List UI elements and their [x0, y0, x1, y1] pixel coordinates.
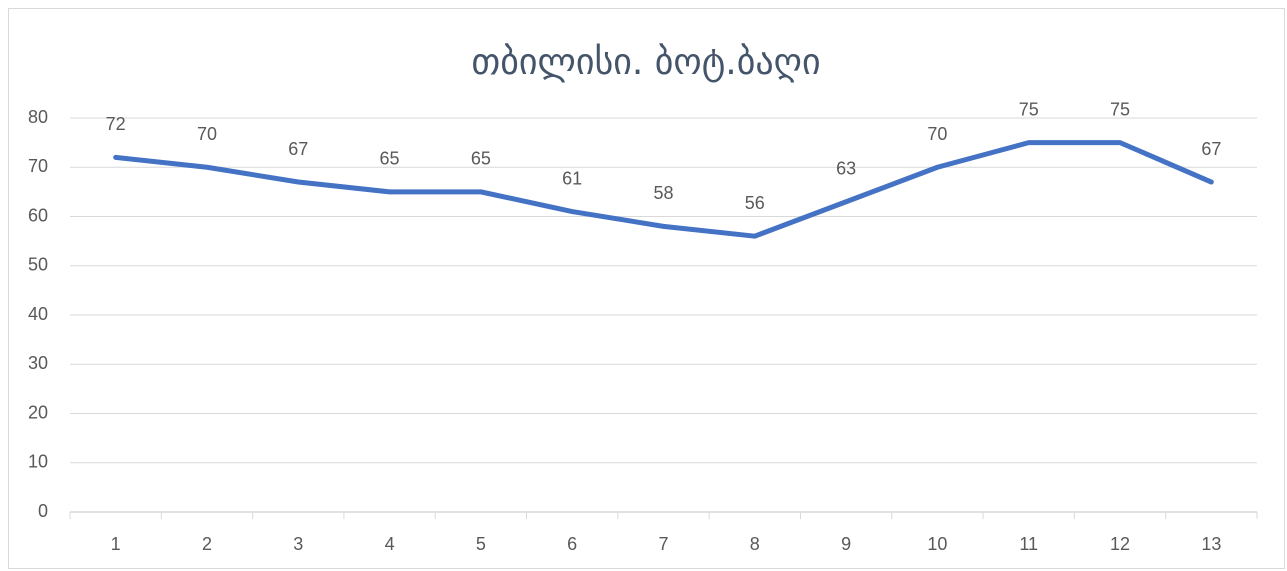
chart-title: თბილისი. ბოტ.ბაღი: [471, 42, 820, 83]
data-label: 75: [1110, 99, 1130, 119]
y-tick-label: 50: [28, 255, 48, 275]
data-label: 70: [927, 124, 947, 144]
data-label: 61: [562, 168, 582, 188]
data-label: 56: [745, 193, 765, 213]
line: [113, 140, 1214, 239]
data-label: 65: [380, 149, 400, 169]
x-tick-label: 11: [1019, 534, 1038, 554]
x-tick-label: 12: [1110, 534, 1130, 554]
chart-border: [8, 8, 1285, 569]
data-label: 75: [1019, 99, 1039, 119]
y-tick-label: 80: [28, 107, 48, 127]
x-tick-label: 4: [385, 534, 395, 554]
x-tick-label: 13: [1201, 534, 1221, 554]
y-tick-label: 0: [38, 501, 48, 521]
data-label: 70: [197, 124, 217, 144]
data-label: 63: [836, 158, 856, 178]
x-tick-label: 10: [927, 534, 947, 554]
y-tick-label: 70: [28, 156, 48, 176]
data-label: 67: [288, 139, 308, 159]
y-tick-label: 10: [28, 452, 48, 472]
data-label: 58: [653, 183, 673, 203]
data-label: 67: [1201, 139, 1221, 159]
y-tick-label: 20: [28, 402, 48, 422]
x-tick-label: 9: [841, 534, 851, 554]
y-tick-label: 30: [28, 353, 48, 373]
x-tick-label: 1: [111, 534, 121, 554]
x-tick-label: 5: [476, 534, 486, 554]
y-tick-label: 40: [28, 304, 48, 324]
x-tick-label: 8: [750, 534, 760, 554]
x-tick-label: 6: [567, 534, 577, 554]
x-tick-label: 7: [658, 534, 668, 554]
data-label: 72: [106, 114, 126, 134]
x-tick-label: 3: [293, 534, 303, 554]
x-tick-label: 2: [202, 534, 212, 554]
data-label: 65: [471, 149, 491, 169]
y-tick-label: 60: [28, 205, 48, 225]
